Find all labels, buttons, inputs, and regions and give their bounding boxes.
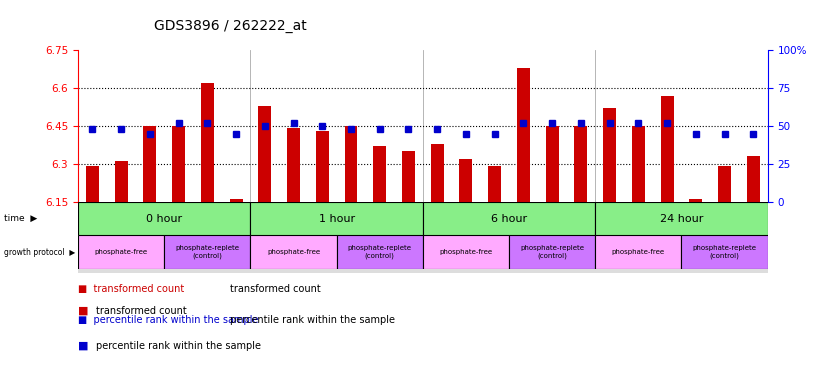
Text: phosphate-free: phosphate-free [267,249,320,255]
Bar [164,235,250,269]
Bar [488,166,501,202]
Bar [431,144,443,202]
Bar [115,161,127,202]
Bar [287,129,300,202]
Bar [172,126,185,202]
Text: growth protocol  ▶: growth protocol ▶ [4,248,76,257]
Bar [509,235,595,269]
Text: percentile rank within the sample: percentile rank within the sample [96,341,261,351]
Bar [78,235,164,269]
Bar [517,68,530,202]
Bar [144,126,156,202]
Bar [78,202,250,235]
Bar [747,156,759,202]
Text: GDS3896 / 262222_at: GDS3896 / 262222_at [154,19,306,33]
Bar [718,166,731,202]
Bar [345,126,357,202]
Text: ■: ■ [78,306,89,316]
Bar [595,202,768,235]
Bar [402,151,415,202]
Text: 6 hour: 6 hour [491,214,527,223]
Bar [374,146,386,202]
Text: phosphate-free: phosphate-free [439,249,493,255]
Bar [316,131,328,202]
Bar [250,235,337,269]
Text: ■  transformed count: ■ transformed count [78,284,184,294]
Text: percentile rank within the sample: percentile rank within the sample [230,315,395,325]
Bar [337,235,423,269]
Text: 1 hour: 1 hour [319,214,355,223]
Bar [86,166,99,202]
Text: transformed count: transformed count [230,284,321,294]
Bar [423,202,595,235]
Text: phosphate-replete
(control): phosphate-replete (control) [521,245,584,259]
Text: time  ▶: time ▶ [4,214,37,223]
Bar [423,235,509,269]
Bar [603,108,616,202]
Text: phosphate-free: phosphate-free [94,249,148,255]
Bar [632,126,644,202]
Text: phosphate-free: phosphate-free [612,249,665,255]
Text: phosphate-replete
(control): phosphate-replete (control) [693,245,756,259]
Bar [230,199,242,202]
Bar [259,106,271,202]
Bar [546,126,558,202]
Text: 0 hour: 0 hour [146,214,182,223]
Text: ■  percentile rank within the sample: ■ percentile rank within the sample [78,315,259,325]
Bar [595,235,681,269]
Text: phosphate-replete
(control): phosphate-replete (control) [348,245,411,259]
Bar [201,83,213,202]
Text: phosphate-replete
(control): phosphate-replete (control) [176,245,239,259]
Bar [460,159,472,202]
Bar [681,235,768,269]
Text: 24 hour: 24 hour [660,214,703,223]
Bar [575,126,587,202]
Text: transformed count: transformed count [96,306,187,316]
Text: ■: ■ [78,341,89,351]
Bar [661,96,673,202]
Bar [690,199,702,202]
Bar [250,202,423,235]
